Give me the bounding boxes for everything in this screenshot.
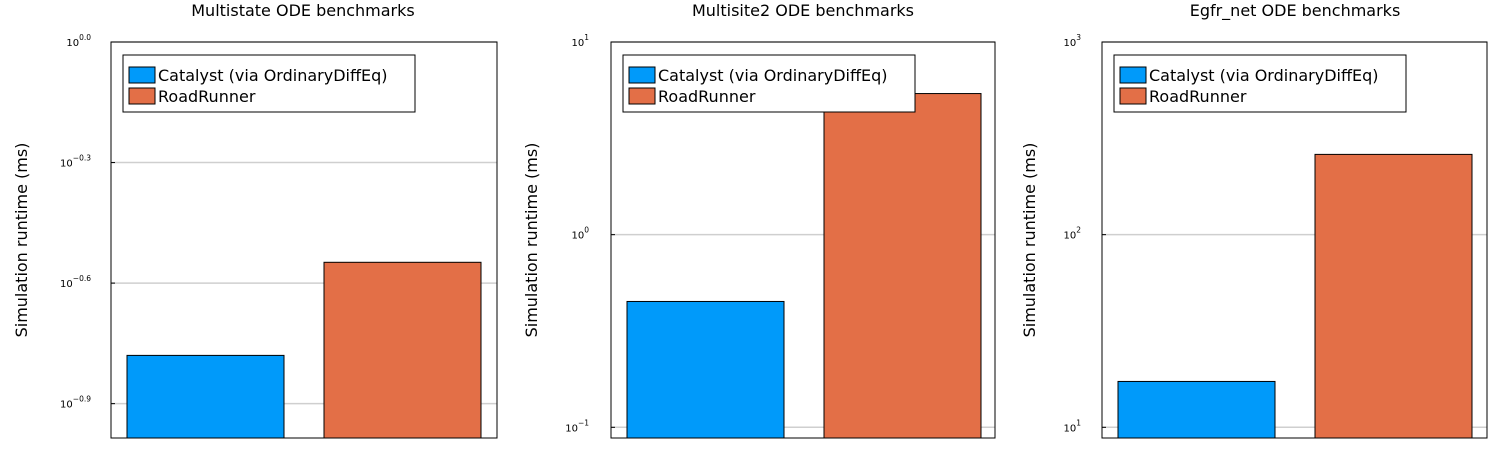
legend-box: [622, 54, 916, 113]
y-tick-label: 10−0.6: [60, 274, 91, 290]
y-tick-label: 101: [1063, 418, 1081, 434]
legend: Catalyst (via OrdinaryDiffEq) RoadRunner: [622, 54, 916, 113]
y-tick-exponent: 3: [1076, 33, 1081, 42]
y-tick-label: 103: [1063, 33, 1081, 49]
y-tick-exponent: −0.9: [73, 395, 91, 404]
y-tick-base: 10: [60, 279, 73, 290]
bar-roadrunner: [1314, 153, 1473, 439]
y-tick-base: 10: [66, 38, 79, 49]
y-tick-exponent: 1: [584, 33, 589, 42]
y-tick-label: 102: [1063, 226, 1081, 242]
y-tick-base: 10: [565, 423, 578, 434]
y-tick-exponent: −0.3: [73, 154, 91, 163]
bar-roadrunner: [323, 261, 482, 439]
y-tick-base: 10: [1063, 38, 1076, 49]
y-tick-exponent: 0: [584, 226, 589, 235]
plot-frame: [110, 41, 498, 439]
y-tick-label: 10−1: [565, 418, 589, 434]
legend-label-catalyst: Catalyst (via OrdinaryDiffEq): [1149, 66, 1379, 85]
bar-roadrunner: [823, 93, 982, 439]
legend-box: [1113, 54, 1407, 113]
legend-swatch-catalyst: [1119, 66, 1147, 84]
legend-swatch-roadrunner: [1119, 87, 1147, 105]
chart-title: Multistate ODE benchmarks: [191, 1, 414, 20]
chart-title: Egfr_net ODE benchmarks: [1190, 1, 1401, 21]
y-tick-exponent: 0.0: [79, 33, 91, 42]
bar-catalyst: [1117, 380, 1276, 439]
y-tick-base: 10: [60, 159, 73, 170]
legend: Catalyst (via OrdinaryDiffEq) RoadRunner: [122, 54, 416, 113]
bar-catalyst: [626, 300, 785, 439]
y-tick-label: 100.0: [66, 33, 91, 49]
legend-swatch-catalyst: [128, 66, 156, 84]
plot-frame: [1101, 41, 1488, 439]
legend-label-roadrunner: RoadRunner: [158, 87, 256, 106]
y-axis-label: Simulation runtime (ms): [522, 143, 541, 338]
y-tick-exponent: −0.6: [73, 274, 91, 283]
y-axis-label: Simulation runtime (ms): [1020, 143, 1039, 338]
bar-catalyst: [126, 354, 285, 439]
legend-label-catalyst: Catalyst (via OrdinaryDiffEq): [158, 66, 388, 85]
legend-swatch-roadrunner: [128, 87, 156, 105]
y-tick-exponent: −1: [578, 418, 589, 427]
legend-label-roadrunner: RoadRunner: [658, 87, 756, 106]
y-tick-base: 10: [60, 400, 73, 411]
legend-box: [122, 54, 416, 113]
y-tick-base: 10: [571, 38, 584, 49]
y-tick-base: 10: [571, 231, 584, 242]
y-axis-label: Simulation runtime (ms): [12, 143, 31, 338]
plot-frame: [610, 41, 996, 439]
chart-title: Multisite2 ODE benchmarks: [692, 1, 914, 20]
legend-swatch-roadrunner: [628, 87, 656, 105]
y-tick-exponent: 1: [1076, 418, 1081, 427]
y-tick-label: 10−0.3: [60, 154, 91, 170]
legend: Catalyst (via OrdinaryDiffEq) RoadRunner: [1113, 54, 1407, 113]
y-tick-base: 10: [1063, 231, 1076, 242]
y-tick-label: 100: [571, 226, 589, 242]
y-tick-label: 10−0.9: [60, 395, 91, 411]
y-tick-exponent: 2: [1076, 226, 1081, 235]
y-tick-base: 10: [1063, 423, 1076, 434]
legend-label-roadrunner: RoadRunner: [1149, 87, 1247, 106]
legend-label-catalyst: Catalyst (via OrdinaryDiffEq): [658, 66, 888, 85]
legend-swatch-catalyst: [628, 66, 656, 84]
y-tick-label: 101: [571, 33, 589, 49]
